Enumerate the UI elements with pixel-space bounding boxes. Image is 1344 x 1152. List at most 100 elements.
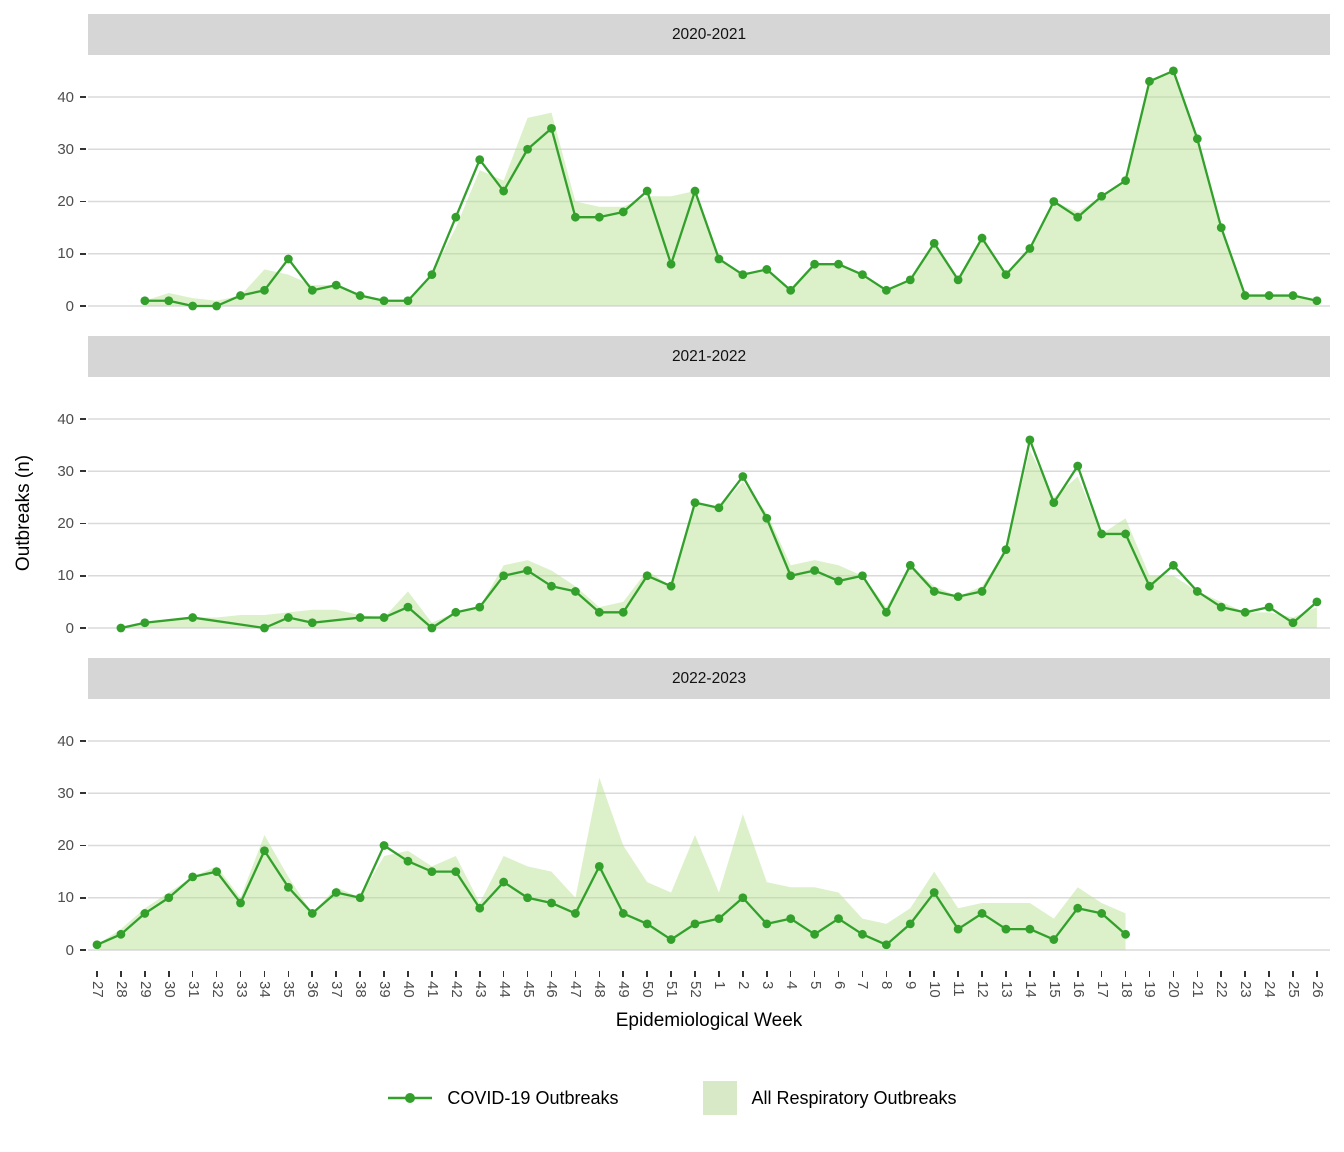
covid-point: [810, 566, 819, 575]
covid-point: [929, 888, 939, 897]
legend-label: COVID-19 Outbreaks: [447, 1087, 619, 1108]
x-tick-label: 50: [639, 981, 657, 998]
y-tick-label: 10: [57, 567, 74, 585]
x-tick: [837, 971, 840, 977]
covid-point: [1049, 935, 1059, 944]
covid-point: [594, 212, 604, 222]
covid-point: [188, 613, 198, 622]
covid-point: [164, 893, 174, 903]
x-tick-label: 44: [495, 981, 513, 998]
covid-point: [929, 238, 939, 248]
covid-point: [1216, 223, 1226, 233]
x-tick: [1124, 971, 1127, 977]
x-tick: [191, 971, 194, 977]
y-tick: [80, 627, 86, 629]
y-tick-label: 20: [57, 193, 74, 210]
x-tick: [239, 971, 242, 977]
covid-point: [403, 602, 413, 612]
x-tick: [861, 971, 864, 977]
x-tick: [1172, 971, 1175, 977]
covid-point: [403, 856, 413, 866]
x-tick: [478, 971, 481, 977]
facet-strip-label: 2022-2023: [671, 669, 747, 687]
x-tick-label: 14: [1021, 981, 1039, 998]
covid-point: [116, 929, 126, 939]
covid-point: [260, 846, 269, 856]
x-tick: [120, 971, 122, 977]
covid-point: [283, 254, 293, 264]
x-tick-label: 51: [663, 981, 681, 998]
covid-point: [738, 270, 748, 280]
covid-point: [1169, 66, 1178, 76]
covid-point: [475, 903, 485, 913]
covid-point: [810, 929, 819, 939]
covid-point: [260, 285, 269, 295]
x-tick-label: 52: [687, 981, 704, 998]
x-tick: [144, 971, 146, 977]
covid-point: [762, 513, 772, 523]
y-tick-label: 30: [57, 140, 74, 158]
covid-point: [92, 940, 102, 950]
x-tick: [96, 971, 98, 977]
covid-point: [499, 877, 509, 887]
y-tick-label: 0: [65, 297, 74, 315]
x-tick: [1005, 971, 1007, 977]
x-tick: [742, 971, 744, 977]
covid-point: [666, 935, 676, 944]
covid-point: [188, 301, 198, 311]
covid-point: [786, 285, 796, 295]
covid-point: [499, 571, 509, 581]
covid-point: [1097, 191, 1107, 201]
x-tick-label: 40: [399, 981, 417, 998]
covid-point: [977, 233, 987, 243]
covid-point: [738, 893, 748, 903]
covid-point: [642, 571, 652, 581]
x-tick-label: 48: [591, 981, 609, 998]
x-tick: [765, 971, 768, 977]
legend: COVID-19 Outbreaks All Respiratory Outbr…: [0, 1075, 1344, 1121]
covid-point: [905, 560, 915, 570]
facet-strip-2021-2022: 2021-2022: [88, 336, 1330, 377]
y-tick-label: 0: [65, 619, 74, 637]
x-tick: [1076, 971, 1079, 977]
covid-point: [451, 607, 461, 617]
covid-point: [786, 571, 796, 581]
x-tick: [1100, 971, 1103, 977]
covid-point: [1025, 244, 1035, 253]
x-tick: [789, 971, 792, 977]
covid-point: [666, 581, 676, 591]
x-tick-label: 38: [352, 981, 370, 998]
y-tick-label: 30: [57, 462, 74, 480]
y-tick: [80, 96, 86, 98]
covid-point: [571, 909, 580, 918]
x-tick: [359, 971, 361, 977]
covid-point: [1001, 270, 1011, 280]
x-tick-label: 19: [1141, 981, 1159, 998]
y-tick-label: 10: [57, 245, 74, 263]
x-tick-label: 18: [1117, 981, 1135, 998]
covid-point: [762, 265, 772, 274]
x-tick-label: 12: [974, 981, 992, 998]
y-tick: [80, 740, 86, 742]
x-tick: [550, 971, 553, 977]
x-tick: [1196, 971, 1199, 977]
facet-strip-2022-2023: 2022-2023: [88, 658, 1330, 699]
y-tick-label: 40: [57, 410, 74, 428]
covid-point: [307, 618, 317, 628]
covid-point: [1025, 435, 1035, 445]
x-tick-label: 3: [758, 981, 776, 990]
x-tick: [622, 971, 625, 977]
covid-point: [1288, 618, 1298, 628]
x-tick-label: 24: [1261, 981, 1279, 998]
x-tick-label: 26: [1308, 981, 1326, 998]
covid-point: [858, 571, 867, 581]
x-tick-label: 39: [376, 981, 394, 998]
covid-point: [1240, 291, 1250, 300]
y-tick-label: 20: [57, 515, 74, 532]
x-tick: [335, 971, 337, 977]
covid-point: [523, 893, 532, 903]
facet-panel-2022-2023: [88, 740, 1330, 951]
covid-point: [881, 607, 891, 617]
x-tick-label: 30: [160, 981, 178, 998]
y-tick: [80, 522, 86, 525]
